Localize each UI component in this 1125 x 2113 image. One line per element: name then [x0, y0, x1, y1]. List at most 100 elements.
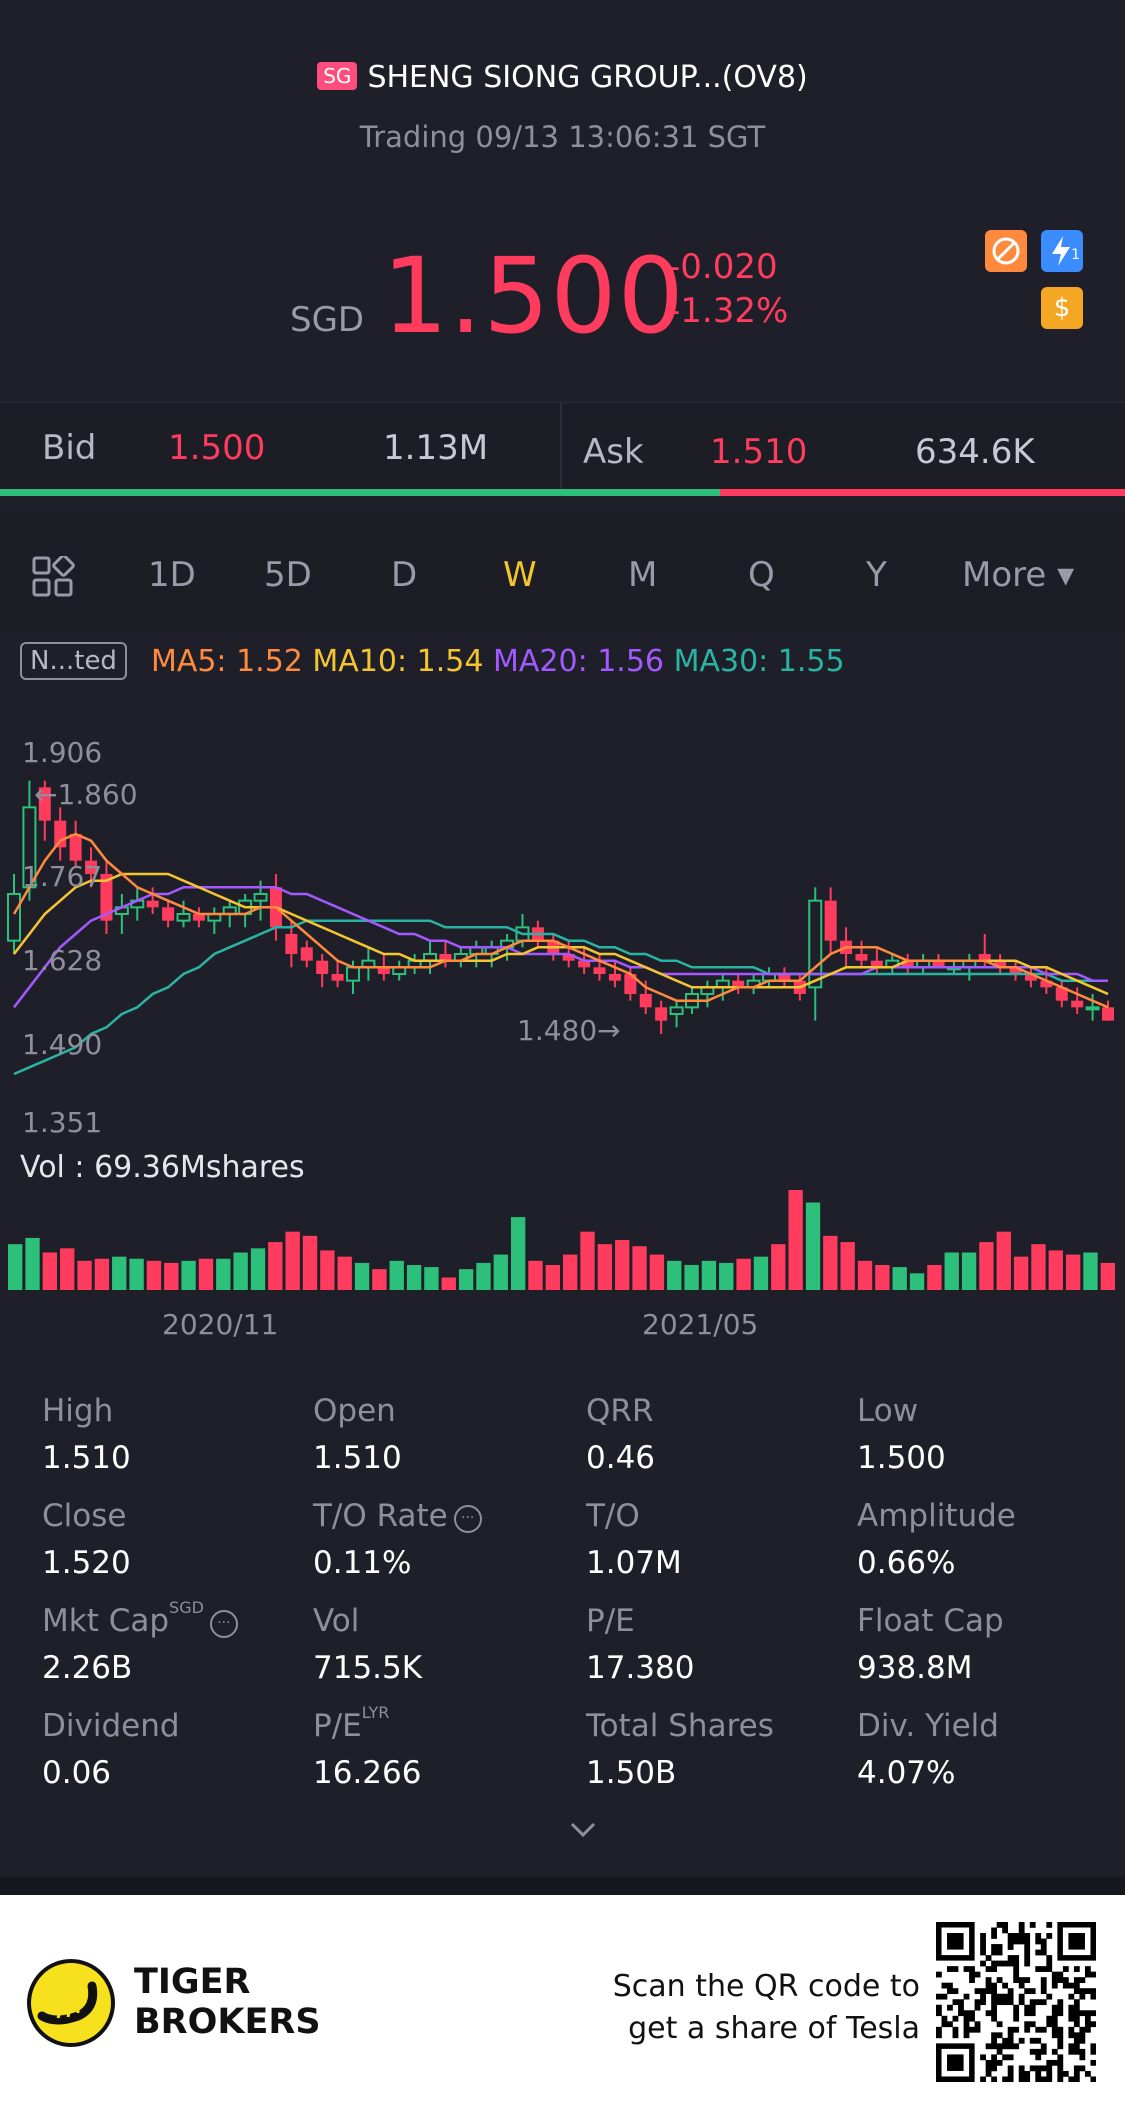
candle-body	[7, 893, 21, 942]
stat-label: Total Shares	[586, 1708, 774, 1744]
promo-text: Scan the QR code to get a share of Tesla	[580, 1966, 920, 2050]
tab-w[interactable]: W	[503, 555, 537, 595]
bid-ask-bar	[0, 402, 1125, 493]
stat-label-text: Mkt Cap	[42, 1603, 170, 1639]
stat-label-text: T/O	[586, 1498, 640, 1534]
volume-bar	[823, 1235, 838, 1290]
x-tick-label: 2020/11	[162, 1308, 279, 1341]
stat-label: Dividend	[42, 1708, 180, 1744]
volume-bar	[580, 1231, 595, 1290]
tab-more[interactable]: More ▾	[962, 555, 1075, 595]
candle-body	[932, 960, 945, 968]
dollar-icon[interactable]: $	[1041, 287, 1083, 329]
stat-label-text: P/E	[586, 1603, 635, 1639]
candle-body	[38, 787, 51, 821]
y-tick-label: 1.628	[22, 944, 103, 977]
stat-value: 17.380	[586, 1650, 695, 1686]
tab-q[interactable]: Q	[748, 555, 775, 595]
candle-body	[331, 974, 344, 981]
stat-label: Close	[42, 1498, 126, 1534]
stat-label-text: Div. Yield	[857, 1708, 999, 1744]
candle-body	[778, 974, 791, 981]
stat-value: 0.46	[586, 1440, 656, 1476]
volume-bar	[441, 1277, 456, 1290]
stat-value: 1.510	[42, 1440, 131, 1476]
last-price: 1.500	[382, 235, 685, 357]
bid-size: 1.13M	[383, 428, 489, 468]
volume-bar	[927, 1265, 942, 1290]
ma10-value: MA10: 1.54	[312, 644, 484, 679]
expand-chevron-icon[interactable]	[568, 1820, 598, 1844]
ma30-line	[13, 919, 1108, 1076]
change-percent: -1.32%	[668, 291, 789, 331]
bid-price: 1.500	[168, 428, 266, 468]
trading-status: Trading 09/13 13:06:31 SGT	[359, 120, 766, 154]
stat-label-text: Dividend	[42, 1708, 180, 1744]
volume-bar	[1031, 1244, 1046, 1290]
candle-body	[176, 913, 191, 922]
volume-bar	[8, 1244, 23, 1290]
stat-label: T/O	[586, 1498, 640, 1534]
ask-size: 634.6K	[915, 432, 1035, 472]
tab-5d[interactable]: 5D	[264, 555, 312, 595]
stat-label-text: Total Shares	[586, 1708, 774, 1744]
candle-body	[300, 947, 313, 961]
volume-bar	[146, 1260, 162, 1290]
adjust-mode-selector[interactable]: N...ted	[20, 642, 127, 680]
stat-label: Mkt CapSGD ···	[42, 1598, 238, 1639]
lightning-badge-count: 1	[1071, 247, 1080, 263]
lightning-icon[interactable]: 1	[1041, 230, 1083, 272]
volume-bar	[25, 1237, 40, 1290]
volume-total: Vol : 69.36Mshares	[20, 1150, 305, 1185]
stat-label: Float Cap	[857, 1603, 1004, 1639]
tab-y[interactable]: Y	[866, 555, 887, 595]
candle-body	[1102, 1007, 1114, 1021]
volume-bar	[1100, 1262, 1115, 1290]
y-tick-label: 1.351	[22, 1106, 103, 1139]
stat-label-text: High	[42, 1393, 114, 1429]
volume-bar	[667, 1260, 682, 1290]
volume-bar	[961, 1252, 977, 1290]
layout-grid-icon[interactable]	[32, 554, 76, 602]
info-icon[interactable]: ···	[209, 1610, 238, 1638]
candle-body	[162, 907, 175, 921]
stat-label: Open	[313, 1393, 396, 1429]
volume-bar	[424, 1267, 439, 1290]
high-marker: ←1.860	[34, 778, 138, 811]
ma5-line	[12, 832, 1109, 1009]
stat-label: P/E	[586, 1603, 635, 1639]
volume-bar	[979, 1242, 994, 1290]
qr-code[interactable]	[936, 1922, 1096, 2082]
candle-body	[994, 960, 1007, 968]
volume-bar	[458, 1269, 474, 1290]
volume-bar	[250, 1248, 266, 1290]
stat-label-text: P/E	[313, 1708, 362, 1744]
volume-bar	[216, 1258, 231, 1290]
candle-body	[345, 966, 360, 982]
stock-title[interactable]: SG SHENG SIONG GROUP...(OV8)	[0, 60, 1125, 95]
candlestick-chart[interactable]	[0, 720, 1125, 1140]
volume-bar	[389, 1260, 404, 1290]
market-badge: SG	[317, 62, 358, 90]
tab-d[interactable]: D	[391, 555, 418, 595]
stat-value: 1.07M	[586, 1545, 682, 1581]
volume-bar	[545, 1265, 560, 1290]
info-icon[interactable]: ···	[453, 1505, 482, 1533]
volume-bar	[181, 1260, 196, 1290]
candle-body	[624, 974, 637, 994]
candle-body	[655, 1007, 668, 1021]
price-change: -0.020 -1.32%	[668, 245, 788, 333]
ask-price: 1.510	[710, 432, 808, 472]
no-short-icon[interactable]	[985, 230, 1027, 272]
volume-bar	[805, 1202, 821, 1290]
volume-bar	[771, 1244, 786, 1290]
quote-header	[0, 0, 1125, 400]
tab-m[interactable]: M	[628, 555, 658, 595]
tab-1d[interactable]: 1D	[148, 555, 196, 595]
stat-value: 16.266	[313, 1755, 422, 1791]
stat-label: Low	[857, 1393, 918, 1429]
volume-bar	[493, 1254, 508, 1290]
x-tick-label: 2021/05	[642, 1308, 759, 1341]
candle-body	[146, 900, 159, 908]
volume-bar	[788, 1190, 803, 1290]
